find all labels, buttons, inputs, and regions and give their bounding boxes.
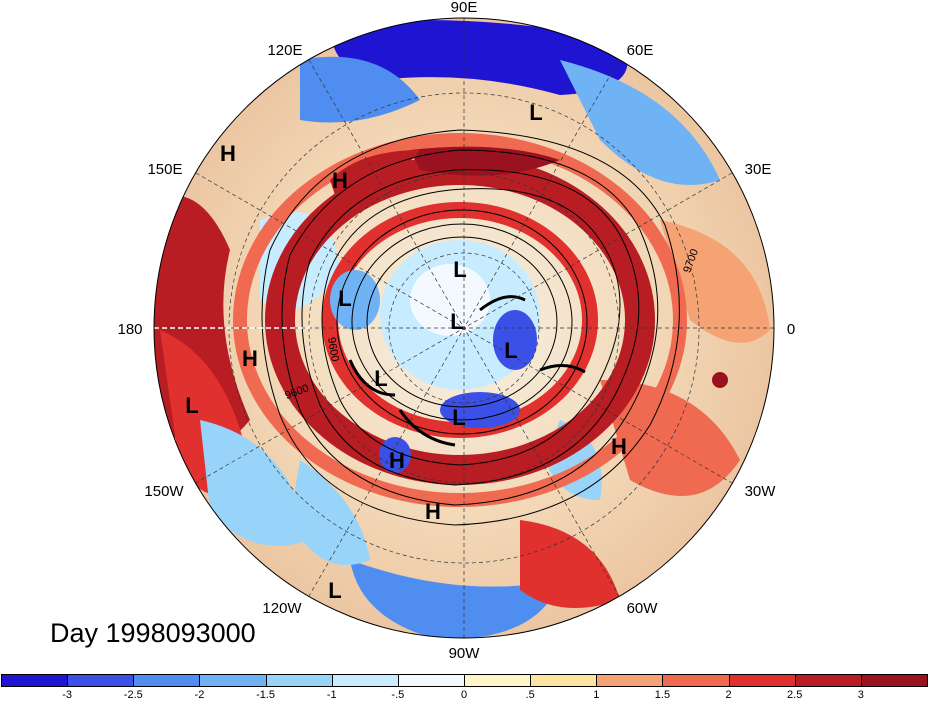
colorbar-swatch bbox=[464, 674, 532, 687]
map-title: Day 1998093000 bbox=[50, 618, 256, 648]
polar-stereographic-map: 90E 60E 30E 0 30W 60W 90W 120W 150W 180 … bbox=[117, 0, 795, 662]
high-center: H bbox=[242, 346, 258, 371]
height-contours bbox=[261, 129, 680, 526]
colorbar-tick-label: 2.5 bbox=[787, 689, 803, 701]
low-center: L bbox=[328, 578, 341, 603]
high-center: H bbox=[220, 141, 236, 166]
colorbar-tick-label: .5 bbox=[525, 689, 535, 701]
high-center: H bbox=[611, 434, 627, 459]
lon-label-90e: 90E bbox=[451, 0, 478, 16]
colorbar-tick-label: 3 bbox=[857, 689, 864, 701]
colorbar-tick-label: 1.5 bbox=[654, 689, 671, 701]
high-center: H bbox=[389, 448, 405, 473]
colorbar-swatch bbox=[265, 674, 333, 687]
colorbar-swatch bbox=[1, 674, 69, 687]
pressure-centers: H H H L L L L L L H L L H H L bbox=[185, 100, 627, 603]
lon-label-30w: 30W bbox=[745, 483, 777, 500]
colorbar-tick-label: 2 bbox=[725, 689, 732, 701]
colorbar-tick-label: 1 bbox=[593, 689, 600, 701]
lon-label-0: 0 bbox=[787, 321, 795, 338]
colorbar-tick-label: -3 bbox=[62, 689, 73, 701]
colorbar-swatch bbox=[67, 674, 135, 687]
height-contours-strong bbox=[348, 295, 586, 447]
colorbar-swatch bbox=[199, 674, 267, 687]
colorbar-tick-label: -2 bbox=[194, 689, 205, 701]
low-center: L bbox=[450, 309, 463, 334]
colorbar-tick-label: -1.5 bbox=[256, 689, 276, 701]
low-center: L bbox=[504, 338, 517, 363]
low-center: L bbox=[185, 393, 198, 418]
map-boundary bbox=[153, 17, 775, 639]
low-center: L bbox=[374, 366, 387, 391]
lon-label-30e: 30E bbox=[745, 161, 772, 178]
lon-label-120w: 120W bbox=[262, 600, 302, 617]
colorbar-swatch bbox=[133, 674, 201, 687]
low-center: L bbox=[453, 257, 466, 282]
colorbar-tick-label: -2.5 bbox=[123, 689, 143, 701]
lon-label-90w: 90W bbox=[449, 645, 481, 662]
lon-label-150e: 150E bbox=[147, 161, 182, 178]
lon-label-120e: 120E bbox=[267, 42, 302, 59]
colorbar-swatch bbox=[397, 674, 465, 687]
lon-label-60e: 60E bbox=[627, 42, 654, 59]
low-center: L bbox=[529, 100, 542, 125]
lon-label-150w: 150W bbox=[144, 483, 184, 500]
colorbar-swatch bbox=[728, 674, 796, 687]
colorbar-swatch bbox=[530, 674, 598, 687]
colorbar-tick-label: -1 bbox=[326, 689, 337, 701]
colorbar-swatch bbox=[794, 674, 862, 687]
colorbar-swatch bbox=[331, 674, 399, 687]
colorbar-swatch bbox=[596, 674, 664, 687]
lon-label-60w: 60W bbox=[627, 600, 659, 617]
contour-label-9600: 9600 bbox=[325, 336, 341, 362]
high-center: H bbox=[425, 499, 441, 524]
anomaly-field bbox=[154, 18, 774, 638]
colorbar-tick-label: -.5 bbox=[391, 689, 405, 701]
colorbar-swatch bbox=[860, 674, 928, 687]
colorbar-swatch bbox=[662, 674, 730, 687]
low-center: L bbox=[452, 405, 465, 430]
high-center: H bbox=[332, 168, 348, 193]
longitude-labels: 90E 60E 30E 0 30W 60W 90W 120W 150W 180 … bbox=[117, 0, 795, 662]
colorbar-tick-label: 0 bbox=[460, 689, 468, 701]
lon-label-180: 180 bbox=[117, 321, 142, 338]
colorbar: -3 -2.5 -2 -1.5 -1 -.5 0 .5 1 1.5 2 2.5 3 bbox=[0, 674, 928, 702]
low-center: L bbox=[338, 286, 351, 311]
